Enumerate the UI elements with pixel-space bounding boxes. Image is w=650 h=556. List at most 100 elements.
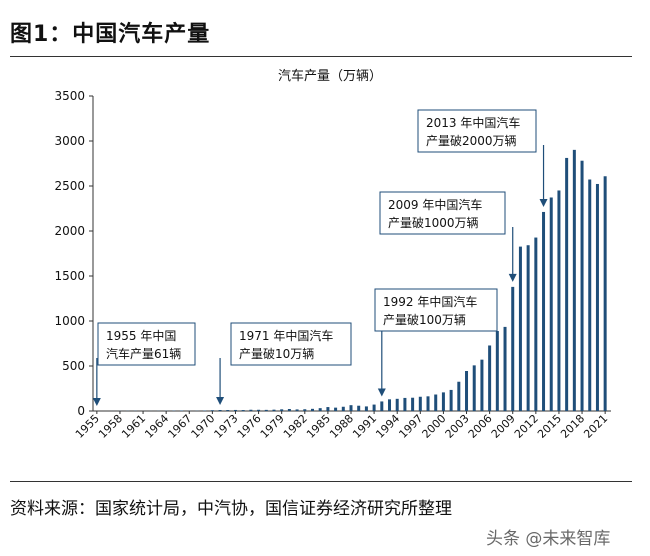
x-tick-label: 1973 (212, 412, 241, 441)
y-tick-label: 3000 (54, 134, 85, 148)
bar-2007 (495, 330, 499, 411)
bar-2016 (565, 157, 569, 411)
x-tick-label: 1997 (396, 412, 425, 441)
bottom-rule (10, 481, 632, 482)
bar-2006 (488, 345, 492, 411)
x-tick-label: 1961 (119, 412, 148, 441)
bar-2019 (588, 179, 592, 411)
annotation-arrowhead-2013 (539, 198, 548, 207)
x-tick-label: 1985 (304, 412, 333, 441)
bar-1986 (334, 407, 338, 411)
y-tick-label: 2500 (54, 179, 85, 193)
top-rule (10, 56, 632, 57)
bar-2017 (572, 149, 576, 412)
x-tick-label: 1964 (142, 412, 171, 441)
annotation-text-2013: 产量破2000万辆 (426, 133, 517, 148)
bar-2013 (542, 211, 546, 411)
annotation-arrowhead-1971 (216, 397, 225, 406)
bar-2018 (580, 160, 584, 411)
annotation-box-1992 (374, 288, 498, 332)
watermark: 头条 @未来智库 (486, 529, 611, 549)
y-tick-label: 2000 (54, 224, 85, 238)
bar-1975 (249, 409, 253, 411)
bar-2011 (526, 245, 530, 411)
x-tick-label: 1988 (327, 412, 356, 441)
production-bar-chart: 汽车产量（万辆） 0 500 1000 1500 2000 2500 3000 3500 1955… (54, 68, 611, 441)
bar-1973 (233, 409, 237, 411)
bar-1979 (280, 409, 284, 411)
bar-1981 (295, 409, 299, 411)
x-tick-label: 2009 (489, 412, 518, 441)
chart-title: 汽车产量（万辆） (278, 68, 382, 84)
bar-1998 (426, 396, 430, 411)
annotation-box-1955 (97, 322, 196, 366)
annotation-text-1955: 1955 年中国 (106, 328, 176, 343)
annotation-text-1992: 产量破100万辆 (383, 312, 466, 327)
bar-1987 (341, 406, 345, 411)
bar-1982 (303, 409, 307, 411)
annotation-text-2009: 产量破1000万辆 (388, 215, 479, 230)
annotation-arrowhead-2009 (508, 273, 517, 282)
annotation-text-1955: 汽车产量61辆 (106, 346, 181, 361)
annotation-box-2013 (417, 109, 537, 153)
bar-2000 (441, 392, 445, 411)
bar-1966 (180, 410, 184, 411)
bar-1976 (257, 409, 261, 411)
annotation-text-2013: 2013 年中国汽车 (426, 115, 520, 130)
x-tick-label: 2003 (443, 412, 472, 441)
bar-1999 (434, 394, 438, 411)
bar-1997 (418, 396, 422, 411)
bar-2003 (465, 371, 469, 411)
x-tick-label: 2021 (581, 412, 610, 441)
bar-2012 (534, 237, 538, 411)
bar-2009 (511, 286, 515, 411)
bar-1984 (318, 408, 322, 411)
bar-1995 (403, 397, 407, 411)
bar-2021 (603, 176, 607, 411)
annotation-box-1971 (230, 322, 352, 366)
annotation-arrowhead-1992 (377, 388, 386, 397)
x-tick-label: 1982 (281, 412, 310, 441)
bar-2002 (457, 381, 461, 411)
bar-1974 (241, 410, 245, 411)
bar-1978 (272, 409, 276, 411)
x-tick-label: 1967 (165, 412, 194, 441)
source-note: 资料来源：国家统计局，中汽协，国信证券经济研究所整理 (10, 499, 452, 519)
y-tick-label: 0 (77, 404, 85, 418)
x-tick-label: 1970 (189, 412, 218, 441)
bar-1971 (218, 410, 222, 411)
bar-1988 (349, 405, 353, 411)
bar-1980 (287, 409, 291, 411)
x-tick-label: 1991 (350, 412, 379, 441)
bar-1983 (310, 408, 314, 411)
bar-2005 (480, 359, 484, 411)
annotation-box-2009 (379, 191, 506, 235)
bar-1990 (364, 406, 368, 411)
bar-1985 (326, 407, 330, 411)
x-tick-label: 2000 (420, 412, 449, 441)
x-tick-label: 2012 (512, 412, 541, 441)
bar-2001 (449, 389, 453, 411)
x-tick-label: 2006 (466, 412, 495, 441)
annotation-text-1971: 产量破10万辆 (239, 346, 314, 361)
annotation-text-2009: 2009 年中国汽车 (388, 197, 482, 212)
x-tick-label: 2018 (558, 412, 587, 441)
bar-1970 (210, 410, 214, 411)
bar-1989 (357, 405, 361, 411)
x-tick-label: 1994 (373, 412, 402, 441)
annotation-arrowhead-1955 (92, 398, 101, 406)
bar-1977 (264, 409, 268, 411)
figure-title: 图1：中国汽车产量 (10, 22, 211, 47)
bar-2008 (503, 326, 507, 411)
bar-1993 (388, 399, 392, 411)
bar-2014 (549, 197, 553, 411)
x-tick-label: 2015 (535, 412, 564, 441)
bar-2004 (472, 365, 476, 411)
bar-1991 (372, 404, 376, 411)
bar-1996 (411, 397, 415, 411)
annotation-text-1971: 1971 年中国汽车 (239, 328, 333, 343)
bar-2020 (595, 183, 599, 411)
y-tick-label: 1500 (54, 269, 85, 283)
y-tick-label: 1000 (54, 314, 85, 328)
bar-2010 (518, 246, 522, 411)
